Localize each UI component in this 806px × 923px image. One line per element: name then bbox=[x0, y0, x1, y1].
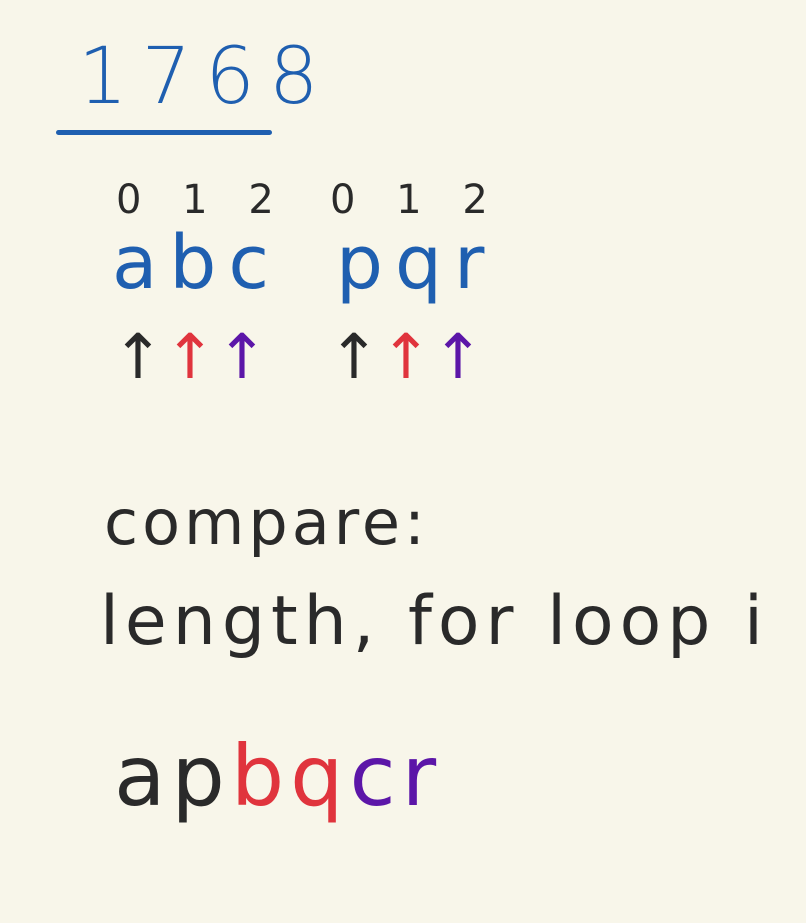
loop-note: length, for loop i bbox=[100, 582, 769, 661]
result-char: c bbox=[349, 727, 402, 825]
result-char: b bbox=[230, 727, 291, 825]
pointer-arrow-icon: ↑ bbox=[112, 320, 164, 393]
word1-pointers: ↑↑↑ bbox=[112, 326, 268, 388]
pointer-arrow-icon: ↑ bbox=[380, 320, 432, 393]
word2-pointers: ↑↑↑ bbox=[328, 326, 484, 388]
word1-indices: 0 1 2 bbox=[116, 177, 288, 223]
pointer-arrow-icon: ↑ bbox=[216, 320, 268, 393]
compare-note: compare: bbox=[104, 486, 429, 559]
word2-indices: 0 1 2 bbox=[330, 177, 502, 223]
pointer-arrow-icon: ↑ bbox=[328, 320, 380, 393]
result-char: r bbox=[401, 727, 443, 825]
word1-letters: abc bbox=[112, 220, 282, 306]
pointer-arrow-icon: ↑ bbox=[432, 320, 484, 393]
result-char: q bbox=[290, 727, 350, 825]
result-char: p bbox=[171, 727, 231, 825]
pointer-arrow-icon: ↑ bbox=[164, 320, 216, 393]
title-underline bbox=[56, 130, 272, 135]
problem-number: 1768 bbox=[78, 32, 333, 122]
word2-letters: pqr bbox=[336, 220, 497, 306]
result-char: a bbox=[114, 727, 172, 825]
merged-result: apbqcr bbox=[114, 734, 442, 818]
